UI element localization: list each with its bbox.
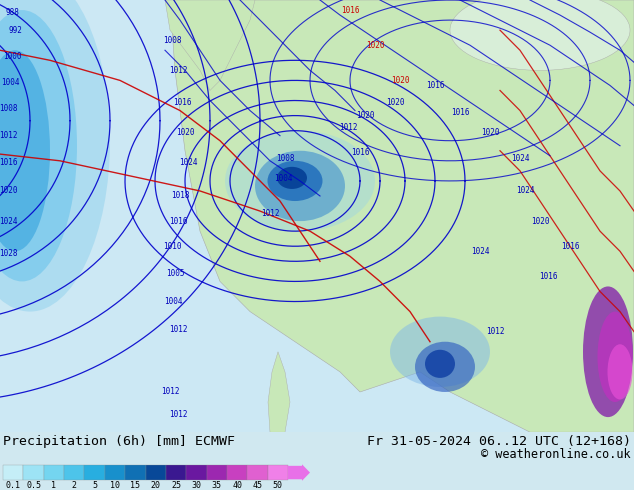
Text: 988: 988 xyxy=(5,7,19,17)
Bar xyxy=(44,465,64,480)
Text: 1024: 1024 xyxy=(179,158,197,167)
Text: 50: 50 xyxy=(273,481,283,490)
Ellipse shape xyxy=(450,0,630,71)
Text: 1020: 1020 xyxy=(366,41,384,49)
Text: 1012: 1012 xyxy=(161,388,179,396)
Text: 40: 40 xyxy=(232,481,242,490)
Ellipse shape xyxy=(425,350,455,378)
Text: © weatheronline.co.uk: © weatheronline.co.uk xyxy=(481,448,631,461)
Ellipse shape xyxy=(390,317,490,387)
Ellipse shape xyxy=(225,131,375,231)
Text: 1012: 1012 xyxy=(339,123,357,132)
Bar xyxy=(268,465,288,480)
Text: 1010: 1010 xyxy=(163,242,181,251)
Text: 1: 1 xyxy=(51,481,56,490)
Bar xyxy=(64,465,84,480)
Bar xyxy=(84,465,105,480)
Text: 5: 5 xyxy=(92,481,97,490)
Text: 1012: 1012 xyxy=(486,327,504,336)
Bar xyxy=(247,465,268,480)
Text: 1016: 1016 xyxy=(340,5,359,15)
Bar xyxy=(145,465,166,480)
Bar xyxy=(207,465,227,480)
Bar xyxy=(186,465,207,480)
Text: 1020: 1020 xyxy=(531,217,549,225)
Text: 1024: 1024 xyxy=(515,187,534,196)
Text: 1016: 1016 xyxy=(426,81,444,90)
Text: 1020: 1020 xyxy=(391,76,410,85)
Text: 1012: 1012 xyxy=(261,209,279,218)
Text: 20: 20 xyxy=(151,481,160,490)
Text: 1024: 1024 xyxy=(0,217,17,225)
Text: 1020: 1020 xyxy=(481,128,499,137)
Ellipse shape xyxy=(607,344,633,399)
Text: 1012: 1012 xyxy=(169,325,187,334)
Text: 1018: 1018 xyxy=(171,192,190,200)
Text: 1016: 1016 xyxy=(172,98,191,107)
Text: 0.5: 0.5 xyxy=(26,481,41,490)
Text: 992: 992 xyxy=(8,25,22,35)
Text: 1028: 1028 xyxy=(0,249,17,258)
Polygon shape xyxy=(165,0,255,91)
Text: 1016: 1016 xyxy=(351,148,369,157)
Text: 1016: 1016 xyxy=(169,217,187,225)
Text: 1016: 1016 xyxy=(560,242,579,251)
Ellipse shape xyxy=(277,167,307,189)
Text: 1020: 1020 xyxy=(356,111,374,120)
Text: 1004: 1004 xyxy=(274,174,292,183)
Text: Fr 31-05-2024 06..12 UTC (12+168): Fr 31-05-2024 06..12 UTC (12+168) xyxy=(367,435,631,448)
Text: 1004: 1004 xyxy=(164,297,182,306)
Text: 0.1: 0.1 xyxy=(6,481,21,490)
Text: 1004: 1004 xyxy=(1,78,19,87)
Bar xyxy=(23,465,44,480)
Ellipse shape xyxy=(255,151,345,221)
Text: Precipitation (6h) [mm] ECMWF: Precipitation (6h) [mm] ECMWF xyxy=(3,435,235,448)
Ellipse shape xyxy=(0,0,110,312)
Ellipse shape xyxy=(268,161,323,201)
Polygon shape xyxy=(170,0,634,432)
Ellipse shape xyxy=(0,10,77,281)
Text: 1016: 1016 xyxy=(451,108,469,117)
Ellipse shape xyxy=(583,287,633,417)
Text: 1016: 1016 xyxy=(0,158,17,167)
Text: 25: 25 xyxy=(171,481,181,490)
Text: 1012: 1012 xyxy=(169,410,187,418)
Text: 1008: 1008 xyxy=(0,104,17,113)
Text: 15: 15 xyxy=(131,481,140,490)
Text: 1024: 1024 xyxy=(471,247,489,256)
Text: 1005: 1005 xyxy=(165,269,184,278)
Ellipse shape xyxy=(415,342,475,392)
Bar xyxy=(3,465,23,480)
Text: 1012: 1012 xyxy=(0,131,17,140)
Text: 30: 30 xyxy=(191,481,202,490)
Text: 1012: 1012 xyxy=(169,66,187,75)
Ellipse shape xyxy=(0,50,50,251)
Text: 2: 2 xyxy=(72,481,77,490)
Bar xyxy=(125,465,145,480)
Bar xyxy=(227,465,247,480)
Text: 45: 45 xyxy=(252,481,262,490)
Text: 1008: 1008 xyxy=(276,154,294,163)
Text: 1016: 1016 xyxy=(539,272,557,281)
Text: 1000: 1000 xyxy=(3,52,22,61)
Text: 1020: 1020 xyxy=(385,98,404,107)
Bar xyxy=(105,465,125,480)
Ellipse shape xyxy=(597,312,633,402)
Text: 35: 35 xyxy=(212,481,222,490)
Polygon shape xyxy=(268,352,290,432)
FancyArrow shape xyxy=(288,465,310,481)
Text: 1020: 1020 xyxy=(0,187,17,196)
Text: 10: 10 xyxy=(110,481,120,490)
Text: 1020: 1020 xyxy=(176,128,194,137)
Bar xyxy=(166,465,186,480)
Text: 1024: 1024 xyxy=(511,154,529,163)
Text: 1008: 1008 xyxy=(163,36,181,45)
